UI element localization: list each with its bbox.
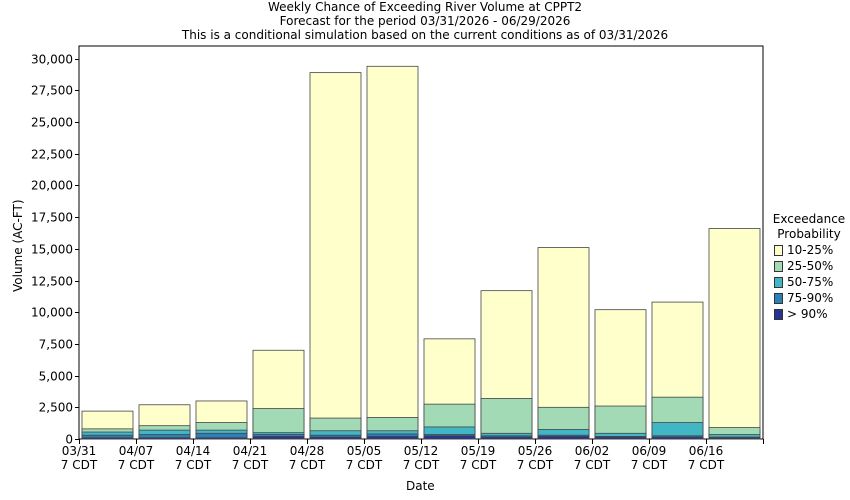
bar-90-10 <box>651 436 704 440</box>
legend-swatch <box>774 244 783 256</box>
y-tick-label: 12,500 <box>31 275 73 289</box>
y-tick-label: 5,000 <box>39 370 73 384</box>
legend-swatch <box>774 260 783 272</box>
legend-label: 10-25% <box>787 243 834 257</box>
x-tick-label-time: 7 CDT <box>460 458 497 472</box>
legend-label: 50-75% <box>787 275 834 289</box>
y-axis-label: Volume (AC-FT) <box>11 199 25 292</box>
x-tick-label-date: 05/12 <box>404 444 439 458</box>
y-tick-label: 0 <box>65 433 73 447</box>
x-tick-label-time: 7 CDT <box>517 458 554 472</box>
bar-90-2 <box>195 437 248 440</box>
legend-item-over-90: > 90% <box>771 306 849 322</box>
x-tick-label-date: 04/28 <box>290 444 325 458</box>
x-tick-label-date: 05/19 <box>461 444 496 458</box>
y-tick-label: 25,000 <box>31 116 73 130</box>
plot-frame <box>78 45 764 440</box>
y-tick-label: 27,500 <box>31 84 73 98</box>
bar-25-50-7 <box>480 398 533 440</box>
y-tick-label: 10,000 <box>31 306 73 320</box>
legend-label: > 90% <box>787 307 828 321</box>
x-tick-label-date: 04/07 <box>119 444 154 458</box>
x-tick-label-date: 04/14 <box>176 444 211 458</box>
chart-subtitle-conditions: This is a conditional simulation based o… <box>181 28 669 42</box>
chart-title: Weekly Chance of Exceeding River Volume … <box>267 0 583 14</box>
bar-10-25-4 <box>309 72 362 440</box>
x-tick-label-date: 05/05 <box>347 444 382 458</box>
x-tick-label-time: 7 CDT <box>61 458 98 472</box>
bar-10-25-11 <box>708 228 761 440</box>
bar-90-1 <box>138 437 191 440</box>
x-tick-label-time: 7 CDT <box>688 458 725 472</box>
x-tick-label-time: 7 CDT <box>232 458 269 472</box>
bar-90-0 <box>81 437 134 440</box>
x-tick-label-time: 7 CDT <box>403 458 440 472</box>
legend-title-line1: Exceedance <box>772 212 846 226</box>
legend-item-25-50: 25-50% <box>771 258 849 274</box>
legend-item-50-75: 50-75% <box>771 274 849 290</box>
legend: Exceedance Probability 10-25% 25-50% 50-… <box>771 212 849 322</box>
x-tick-label-date: 06/16 <box>689 444 724 458</box>
bar-90-4 <box>309 436 362 440</box>
x-tick-label-date: 03/31 <box>62 444 97 458</box>
bar-90-6 <box>423 435 476 440</box>
y-tick-label: 15,000 <box>31 243 73 257</box>
bar-10-25-5 <box>366 65 419 440</box>
chart-subtitle-period: Forecast for the period 03/31/2026 - 06/… <box>279 14 571 28</box>
legend-swatch <box>774 292 783 304</box>
y-tick-label: 20,000 <box>31 179 73 193</box>
y-tick-label: 2,500 <box>39 401 73 415</box>
y-tick-label: 7,500 <box>39 338 73 352</box>
legend-label: 25-50% <box>787 259 834 273</box>
legend-item-10-25: 10-25% <box>771 242 849 258</box>
x-tick-label-date: 06/02 <box>575 444 610 458</box>
bar-90-11 <box>708 437 761 440</box>
x-tick-label-date: 06/09 <box>632 444 667 458</box>
y-tick-label: 22,500 <box>31 148 73 162</box>
x-axis-label: Date <box>406 479 435 493</box>
bar-90-9 <box>594 436 647 440</box>
x-tick-label-time: 7 CDT <box>574 458 611 472</box>
bar-90-3 <box>252 436 305 440</box>
x-tick-label-time: 7 CDT <box>289 458 326 472</box>
legend-swatch <box>774 276 783 288</box>
legend-title-line2: Probability <box>777 227 841 241</box>
x-tick-label-date: 04/21 <box>233 444 268 458</box>
x-tick-label-date: 05/26 <box>518 444 553 458</box>
bar-90-7 <box>480 436 533 440</box>
y-tick-label: 30,000 <box>31 53 73 67</box>
legend-item-75-90: 75-90% <box>771 290 849 306</box>
legend-label: 75-90% <box>787 291 834 305</box>
x-tick-label-time: 7 CDT <box>118 458 155 472</box>
x-tick-label-time: 7 CDT <box>346 458 383 472</box>
bar-90-5 <box>366 436 419 440</box>
bar-90-8 <box>537 436 590 440</box>
legend-swatch <box>774 308 783 320</box>
x-tick-label-time: 7 CDT <box>631 458 668 472</box>
x-tick-label-time: 7 CDT <box>175 458 212 472</box>
y-tick-label: 17,500 <box>31 211 73 225</box>
